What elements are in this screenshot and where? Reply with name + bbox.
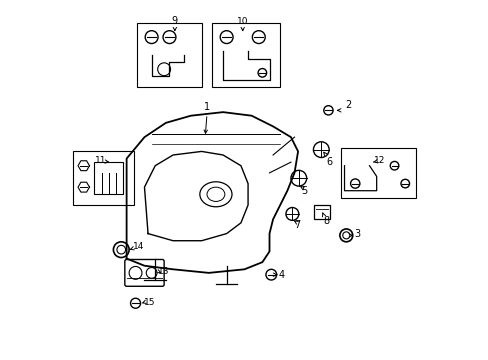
Bar [313, 205, 329, 219]
Text: 13: 13 [158, 267, 169, 276]
Text: 1: 1 [203, 102, 210, 112]
Bar [137, 23, 201, 87]
Text: 12: 12 [373, 156, 384, 165]
Bar [73, 152, 134, 205]
Text: 9: 9 [171, 16, 178, 26]
Bar [94, 162, 123, 194]
Text: 6: 6 [326, 157, 332, 167]
Text: 14: 14 [133, 242, 144, 251]
Text: 4: 4 [278, 270, 285, 280]
Text: 11: 11 [95, 156, 106, 165]
Text: 7: 7 [294, 220, 300, 230]
Text: 10: 10 [237, 17, 248, 26]
Bar [340, 148, 415, 198]
Bar [212, 23, 280, 87]
Text: 5: 5 [301, 186, 307, 196]
Text: 3: 3 [353, 229, 359, 239]
Text: 8: 8 [323, 216, 329, 226]
Text: 2: 2 [344, 100, 350, 110]
Text: 15: 15 [144, 298, 155, 307]
